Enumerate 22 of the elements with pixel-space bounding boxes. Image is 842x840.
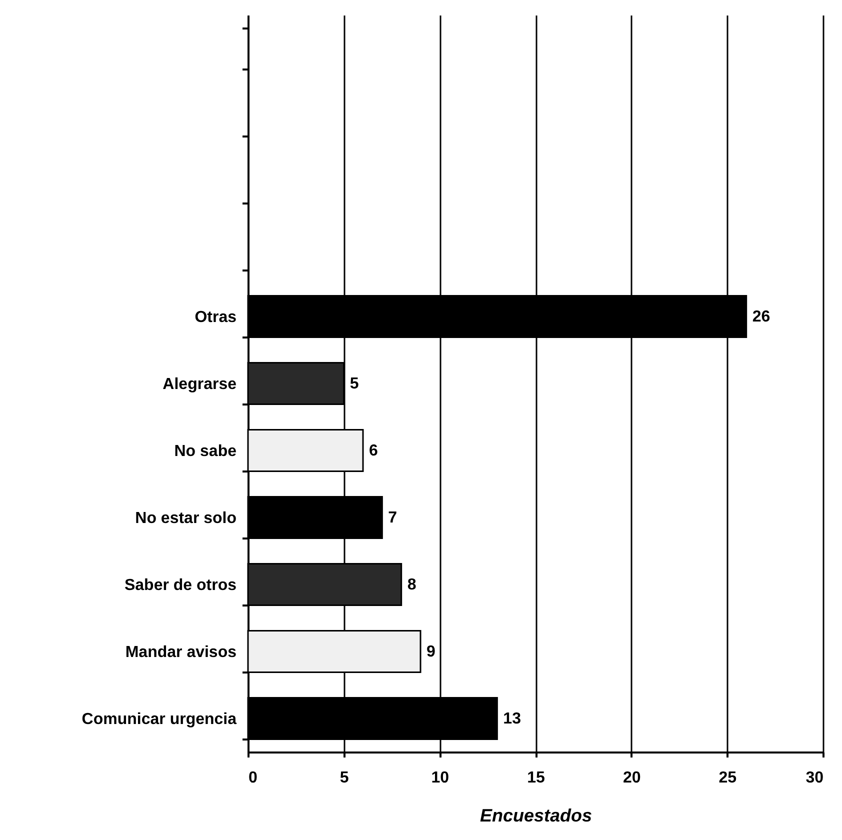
y-tick-label: Comunicar urgencia xyxy=(82,711,237,728)
x-tick-label: 20 xyxy=(622,770,641,786)
x-tick-label: 30 xyxy=(806,770,824,786)
y-tick-label: No sabe xyxy=(174,443,237,460)
y-tick-label: Mandar avisos xyxy=(125,644,237,661)
x-tick-label: 25 xyxy=(718,770,737,786)
x-tick-label: 10 xyxy=(431,770,450,786)
data-label: 7 xyxy=(388,510,398,526)
y-tick-label: Saber de otros xyxy=(124,577,237,594)
y-tick-label: Alegrarse xyxy=(162,376,237,393)
data-label: 6 xyxy=(369,442,378,460)
x-tick-label: 5 xyxy=(340,770,349,786)
x-axis-title: Encuestados xyxy=(480,806,592,826)
data-label: 5 xyxy=(350,376,359,392)
x-tick-label: 0 xyxy=(248,770,258,786)
y-tick-label: Otras xyxy=(194,309,237,326)
x-tick-label: 15 xyxy=(527,770,545,786)
data-label: 9 xyxy=(426,644,436,660)
data-label: 13 xyxy=(503,710,522,728)
data-label: 8 xyxy=(407,576,416,594)
y-tick-label: No estar solo xyxy=(135,510,237,527)
data-label: 26 xyxy=(752,308,770,326)
